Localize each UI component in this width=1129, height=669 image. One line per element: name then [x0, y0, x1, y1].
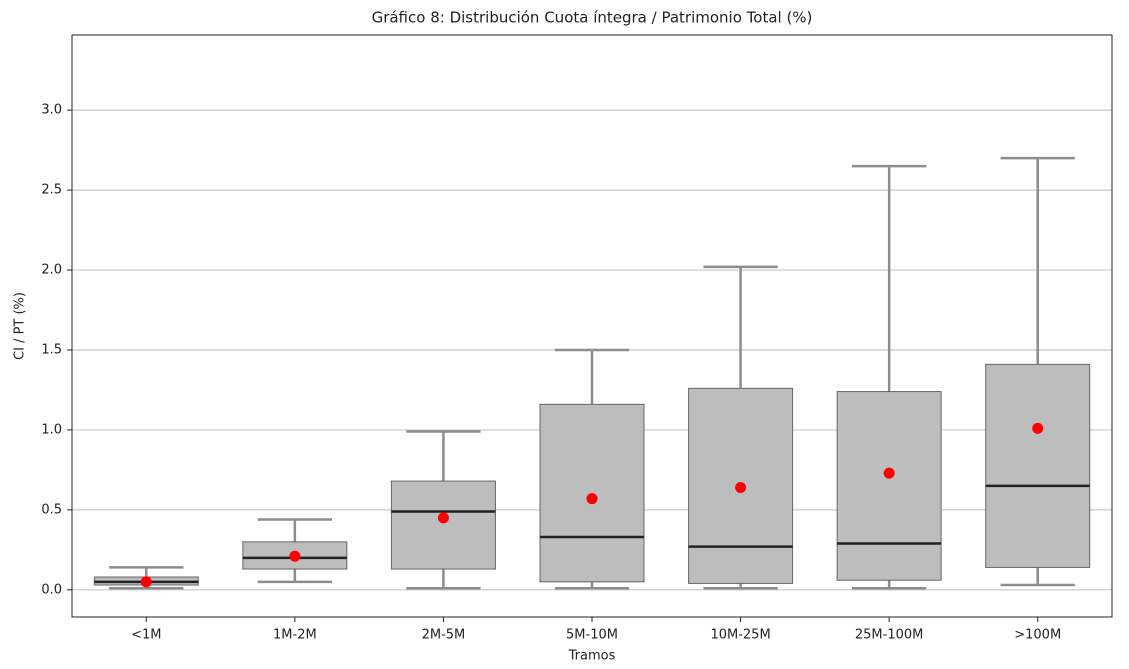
mean	[883, 467, 895, 479]
box	[390, 480, 496, 570]
mean	[289, 550, 301, 562]
y-tick-label: 1.5	[41, 342, 62, 357]
mean	[140, 576, 152, 588]
x-tick-label: >100M	[1014, 628, 1061, 643]
x-tick-label: 10M-25M	[710, 628, 770, 643]
x-tick-label: 25M-100M	[855, 628, 923, 643]
y-tick-label: 2.0	[41, 263, 62, 278]
plot-frame	[71, 34, 1113, 618]
x-axis-label: Tramos	[568, 649, 616, 664]
box	[836, 391, 942, 581]
mean	[1032, 422, 1044, 434]
y-axis-label: CI / PT (%)	[13, 292, 28, 360]
chart-title: Gráfico 8: Distribución Cuota íntegra / …	[372, 9, 813, 27]
x-tick-label: 2M-5M	[422, 628, 466, 643]
x-tick-label: <1M	[131, 628, 161, 643]
mean	[735, 481, 747, 493]
x-tick-label: 5M-10M	[566, 628, 618, 643]
x-tick-label: 1M-2M	[273, 628, 317, 643]
y-tick-label: 0.5	[41, 502, 62, 517]
box	[985, 363, 1091, 568]
y-tick-label: 0.0	[41, 582, 62, 597]
box	[539, 403, 645, 583]
mean	[586, 493, 598, 505]
y-tick-label: 1.0	[41, 422, 62, 437]
y-tick-label: 3.0	[41, 103, 62, 118]
y-tick-label: 2.5	[41, 183, 62, 198]
mean	[437, 512, 449, 524]
